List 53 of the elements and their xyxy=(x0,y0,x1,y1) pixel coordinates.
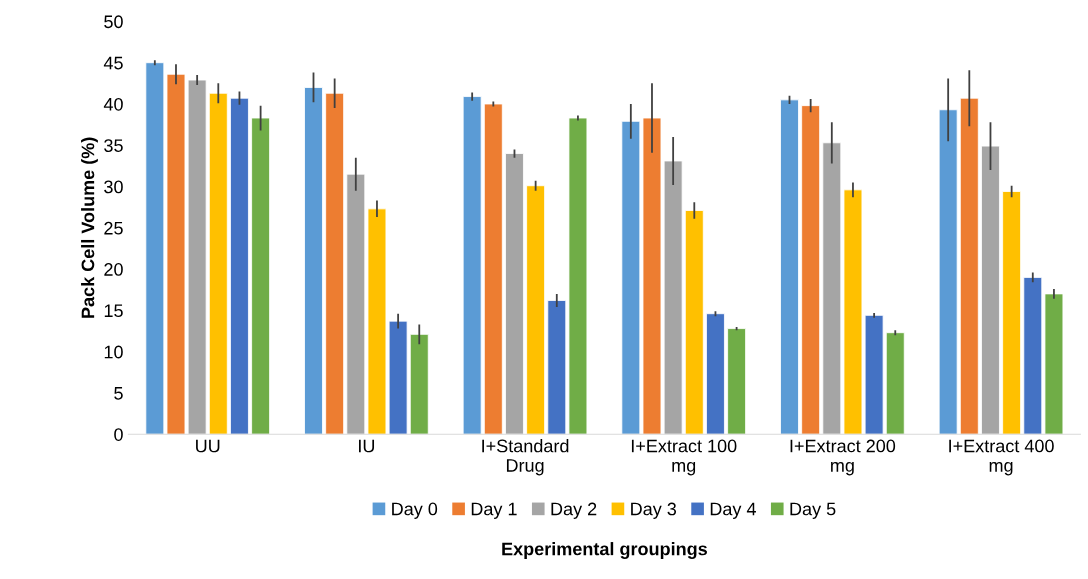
y-tick-label: 45 xyxy=(103,56,123,70)
bar xyxy=(801,105,821,435)
legend-label: Day 0 xyxy=(392,502,438,519)
legend-label: Day 5 xyxy=(790,502,836,519)
bar xyxy=(1044,293,1064,435)
x-tick-label: I+Extract 100 mg xyxy=(631,439,737,476)
y-tick-label: 25 xyxy=(104,221,123,235)
y-tick-label: 15 xyxy=(104,304,123,318)
y-tick-label: 30 xyxy=(104,180,123,194)
bar xyxy=(621,120,641,435)
bar xyxy=(230,97,249,435)
bar xyxy=(938,109,958,435)
bar xyxy=(684,210,704,435)
bar xyxy=(780,99,799,435)
bar xyxy=(145,62,165,435)
y-tick-label: 20 xyxy=(104,263,123,276)
legend-label: Day 2 xyxy=(551,502,597,519)
x-tick-label: I+Extract 400 mg xyxy=(949,439,1054,476)
bar xyxy=(959,97,979,435)
y-tick-label: 10 xyxy=(104,345,123,359)
bar xyxy=(304,87,323,435)
x-tick-label: IU xyxy=(359,439,375,453)
bar xyxy=(483,103,503,435)
bar xyxy=(706,313,725,435)
bar xyxy=(1002,191,1022,435)
x-tick-label: I+Standard Drug xyxy=(482,439,569,476)
y-tick-label: 40 xyxy=(103,97,123,111)
y-tick-label: 5 xyxy=(114,387,123,400)
legend-label: Day 1 xyxy=(471,502,517,519)
bar xyxy=(822,142,842,435)
bar xyxy=(547,300,567,435)
bar xyxy=(325,92,345,435)
bar xyxy=(727,328,747,435)
bar xyxy=(462,96,482,435)
y-tick-label: 35 xyxy=(104,139,123,152)
bar xyxy=(1023,276,1043,435)
bar xyxy=(505,153,524,435)
bar xyxy=(568,117,588,435)
bar xyxy=(885,332,905,435)
legend-label: Day 3 xyxy=(631,502,677,519)
bar xyxy=(251,117,271,435)
bar xyxy=(981,145,1000,435)
y-axis-title: Pack Cell Volume (%) xyxy=(81,137,98,318)
bar xyxy=(409,333,429,435)
x-axis-title: Experimental groupings xyxy=(502,542,707,559)
y-tick-label: 50 xyxy=(104,15,123,29)
bar xyxy=(526,185,546,435)
bar xyxy=(208,92,228,435)
y-tick-label: 0 xyxy=(114,428,123,441)
x-tick-label: I+Extract 200 mg xyxy=(790,439,896,476)
legend-label: Day 4 xyxy=(710,502,756,519)
x-tick-label: UU xyxy=(196,439,220,453)
bar xyxy=(346,173,366,435)
